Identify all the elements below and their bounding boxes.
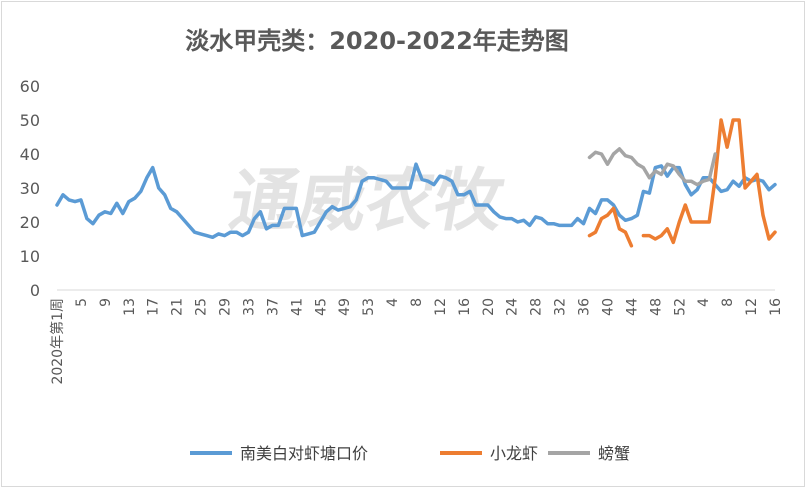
x-tick-label: 12	[744, 298, 760, 316]
x-tick-label: 17	[146, 298, 162, 316]
x-tick-label: 20	[481, 298, 497, 316]
x-tick-label: 24	[505, 298, 521, 316]
chart-title: 淡水甲壳类：2020-2022年走势图	[185, 27, 569, 55]
x-tick-label: 33	[241, 298, 257, 316]
x-tick-label: 45	[313, 298, 329, 316]
series-line-0	[55, 162, 777, 240]
x-tick-label: 25	[194, 298, 210, 316]
x-tick-label: 16	[457, 298, 473, 316]
x-tick-label: 40	[600, 298, 616, 316]
x-tick-label: 53	[361, 298, 377, 316]
y-tick-label: 0	[30, 281, 40, 300]
x-tick-label: 9	[98, 298, 114, 307]
y-axis: 0 10 20 30 40 50 60	[20, 77, 40, 300]
x-tick-label: 29	[218, 298, 234, 316]
x-tick-label: 37	[265, 298, 281, 316]
x-tick-label: 21	[170, 298, 186, 316]
y-tick-label: 40	[20, 145, 40, 164]
x-tick-label: 36	[577, 298, 593, 316]
x-tick-label: 28	[529, 298, 545, 316]
legend: 南美白对虾塘口价 小龙虾 螃蟹	[190, 444, 630, 463]
y-tick-label: 60	[20, 77, 40, 96]
x-tick-label: 4	[696, 298, 712, 307]
legend-label-0: 南美白对虾塘口价	[240, 444, 368, 463]
legend-label-2: 螃蟹	[598, 444, 630, 463]
series-group	[55, 118, 777, 248]
x-tick-label: 8	[409, 298, 425, 307]
legend-label-1: 小龙虾	[490, 444, 538, 463]
x-tick-label: 48	[648, 298, 664, 316]
x-tick-label: 2020年第1周	[49, 298, 66, 385]
x-tick-label: 8	[720, 298, 736, 307]
x-tick-label: 32	[553, 298, 569, 316]
y-tick-label: 10	[20, 247, 40, 266]
x-tick-label: 13	[122, 298, 138, 316]
series-line-2	[587, 147, 717, 187]
x-tick-label: 41	[289, 298, 305, 316]
y-tick-label: 50	[20, 111, 40, 130]
x-tick-label: 52	[672, 298, 688, 316]
series-line-1	[587, 118, 777, 248]
x-tick-label: 16	[768, 298, 784, 316]
x-tick-label: 44	[624, 298, 640, 316]
x-tick-label: 12	[433, 298, 449, 316]
x-tick-label: 5	[74, 298, 90, 307]
x-tick-label: 49	[337, 298, 353, 316]
x-tick-label: 4	[385, 298, 401, 307]
y-tick-label: 20	[20, 213, 40, 232]
x-axis: 2020年第1周 5 9 13 17 21 25 29 33 37 41 45 49 53 4 8 12 16 20…	[49, 289, 784, 385]
y-tick-label: 30	[20, 179, 40, 198]
